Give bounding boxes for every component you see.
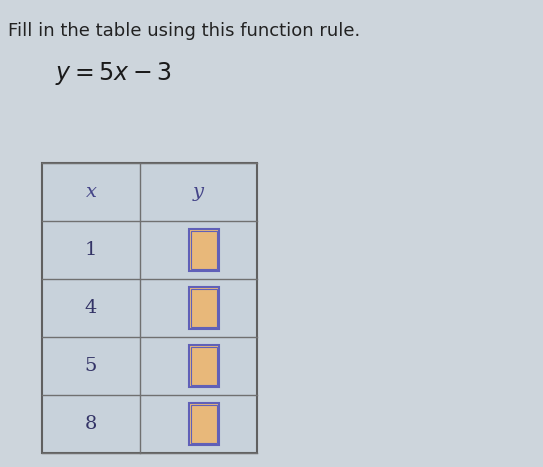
Text: 1: 1: [85, 241, 97, 259]
Bar: [188, 229, 218, 271]
Text: Fill in the table using this function rule.: Fill in the table using this function ru…: [8, 22, 360, 40]
Bar: [191, 289, 217, 327]
Bar: [188, 403, 218, 445]
Bar: [188, 287, 218, 329]
Bar: [188, 345, 218, 387]
Text: 5: 5: [85, 357, 97, 375]
Bar: [188, 345, 218, 387]
Bar: [191, 405, 217, 443]
Text: y: y: [193, 183, 204, 201]
Bar: [188, 229, 218, 271]
Text: 4: 4: [85, 299, 97, 317]
Bar: [188, 287, 218, 329]
Bar: [188, 403, 218, 445]
Text: x: x: [85, 183, 97, 201]
Bar: [191, 347, 217, 385]
Bar: [191, 231, 217, 269]
Bar: [42, 163, 257, 453]
Text: $y=5x-3$: $y=5x-3$: [55, 60, 172, 87]
Text: 8: 8: [85, 415, 97, 433]
